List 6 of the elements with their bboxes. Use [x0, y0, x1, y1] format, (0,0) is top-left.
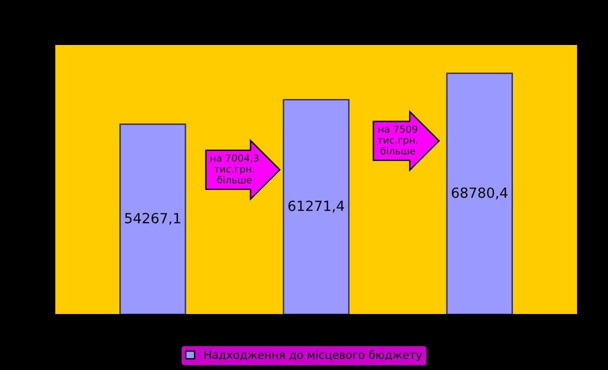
data-label: 54267,1 — [125, 212, 180, 225]
data-label: 61271,4 — [288, 200, 344, 213]
legend-label: Надходження до місцевого бюджету — [204, 350, 422, 362]
data-label: 68780,4 — [452, 187, 508, 200]
annotation: на 7004,3 тис.грн. більше — [210, 154, 258, 184]
annotation: на 7509 тис.грн. більше — [378, 125, 418, 155]
